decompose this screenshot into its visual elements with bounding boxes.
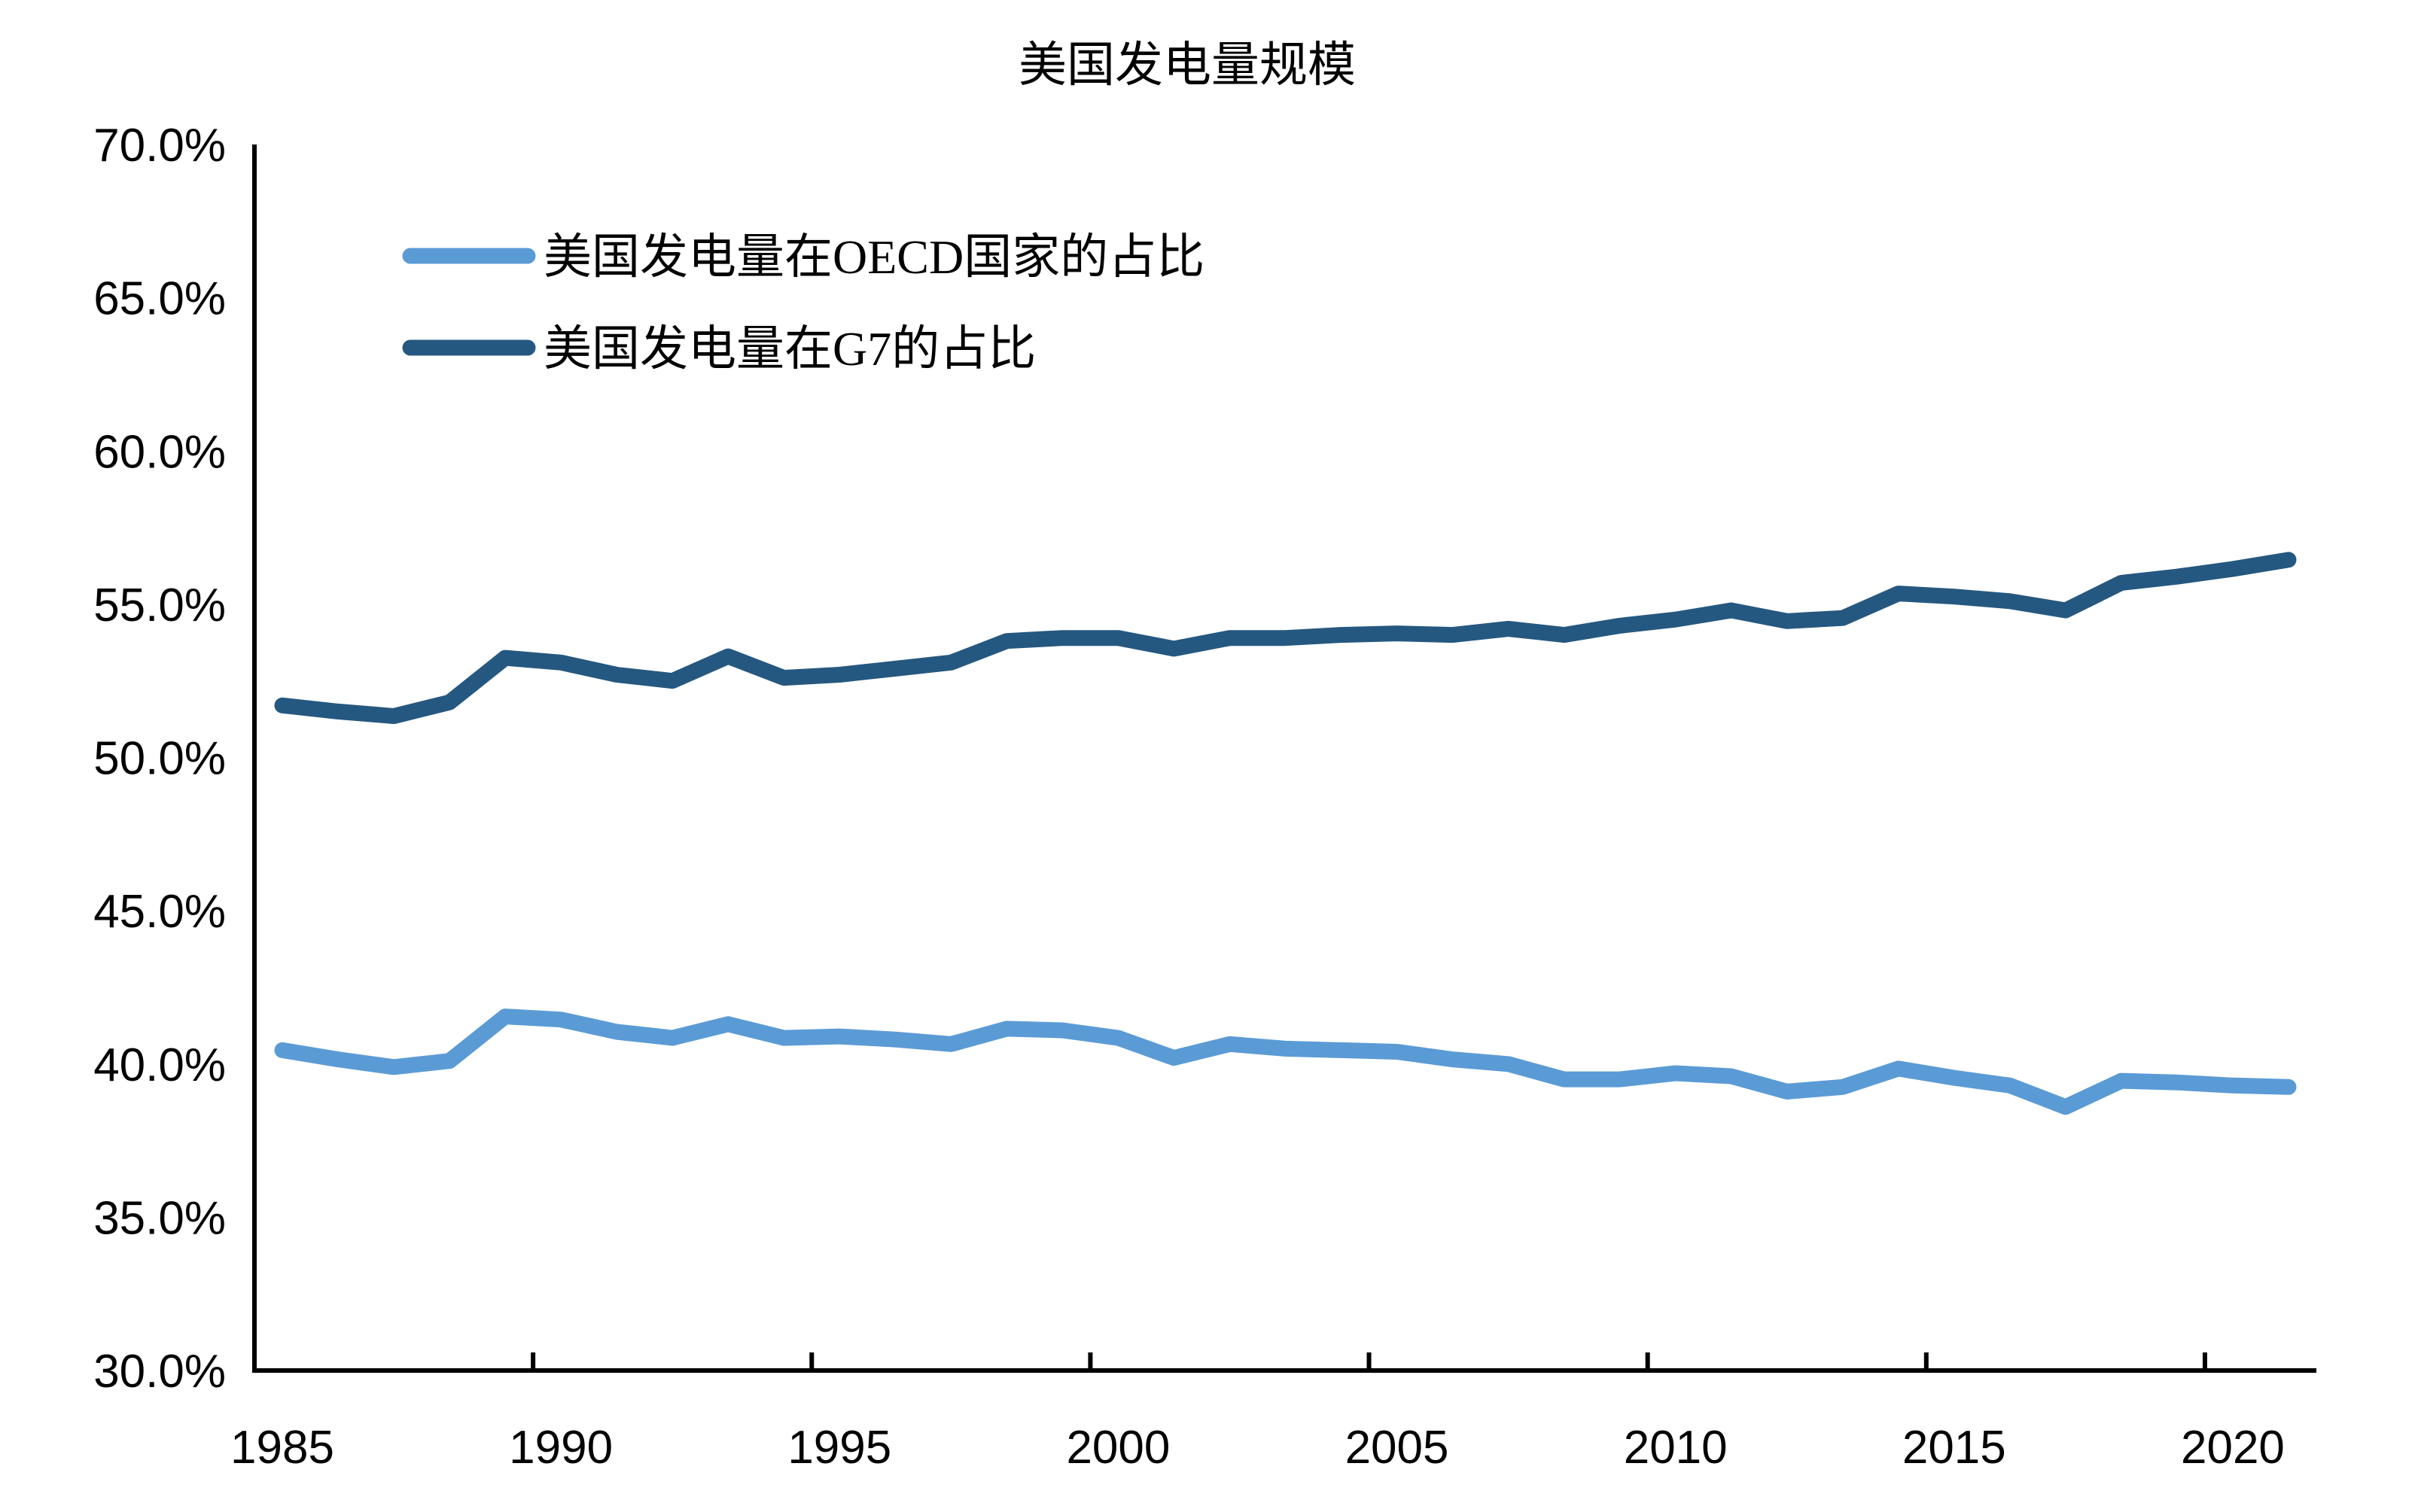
y-tick-label: 45.0% <box>93 886 226 938</box>
legend-item-g7: 美国发电量在G7的占比 <box>402 322 1036 376</box>
legend-label-oecd: 美国发电量在OECD国家的占比 <box>544 230 1204 284</box>
x-tick-label: 2010 <box>1624 1422 1728 1474</box>
y-tick-label: 50.0% <box>93 733 226 785</box>
y-tick-label: 40.0% <box>93 1039 226 1091</box>
series-line-oecd <box>274 1009 2297 1115</box>
series-group <box>274 552 2297 1115</box>
legend-item-oecd: 美国发电量在OECD国家的占比 <box>402 230 1204 284</box>
y-tick-label: 30.0% <box>93 1346 226 1398</box>
axis-frame <box>252 145 2316 1373</box>
series-line-g7 <box>274 552 2297 724</box>
y-tick-label: 35.0% <box>93 1192 226 1244</box>
x-tick-label: 2005 <box>1345 1422 1449 1474</box>
y-tick-label: 65.0% <box>93 273 226 325</box>
x-tick-label: 1995 <box>787 1422 891 1474</box>
legend: 美国发电量在OECD国家的占比 美国发电量在G7的占比 <box>402 230 1204 376</box>
chart-title: 美国发电量规模 <box>1019 38 1356 92</box>
legend-label-g7: 美国发电量在G7的占比 <box>544 322 1036 376</box>
x-tick-label: 2000 <box>1066 1422 1170 1474</box>
axis-ticks-group: 70.0% 65.0% 60.0% 55.0% 50.0% 45.0% 40.0% 35.0%… <box>93 120 2285 1474</box>
x-tick-label: 2020 <box>2181 1422 2285 1474</box>
x-tick-label: 2015 <box>1902 1422 2006 1474</box>
x-tick-label: 1990 <box>509 1422 613 1474</box>
y-tick-label: 60.0% <box>93 426 226 478</box>
y-tick-label: 70.0% <box>93 120 226 172</box>
y-tick-label: 55.0% <box>93 580 226 631</box>
x-tick-label: 1985 <box>230 1422 334 1474</box>
